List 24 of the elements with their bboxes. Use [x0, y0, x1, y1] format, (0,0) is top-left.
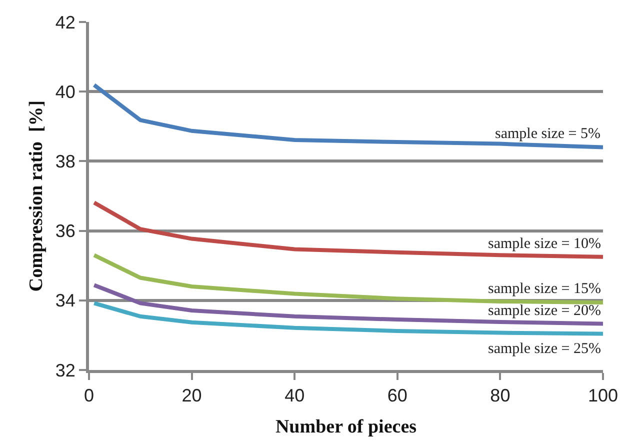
x-tick-label: 60 [387, 386, 408, 406]
x-tick-label: 80 [490, 386, 510, 406]
x-tick-label: 0 [84, 386, 94, 406]
x-axis-title: Number of pieces [275, 416, 417, 438]
series-label: sample size = 25% [488, 341, 602, 357]
y-axis-title: Compression ratio [%] [26, 100, 48, 292]
line-series [92, 82, 603, 150]
y-tick-label: 42 [55, 12, 76, 32]
x-tick-label: 40 [284, 386, 305, 406]
y-tick-label: 40 [55, 82, 76, 102]
y-tick-label: 32 [55, 360, 76, 380]
line-series [92, 301, 603, 336]
line-series [92, 253, 603, 304]
y-tick-label: 34 [55, 290, 76, 311]
line-series [92, 283, 603, 326]
series-label: sample size = 15% [488, 281, 602, 297]
series-label: sample size = 5% [495, 126, 601, 142]
series-label: sample size = 10% [488, 236, 602, 252]
x-tick-label: 100 [588, 386, 618, 406]
y-tick-label: 36 [55, 221, 76, 242]
series-label: sample size = 20% [488, 303, 602, 319]
y-tick-label: 38 [55, 152, 76, 172]
x-tick-label: 20 [182, 386, 202, 406]
line-series [92, 200, 603, 259]
